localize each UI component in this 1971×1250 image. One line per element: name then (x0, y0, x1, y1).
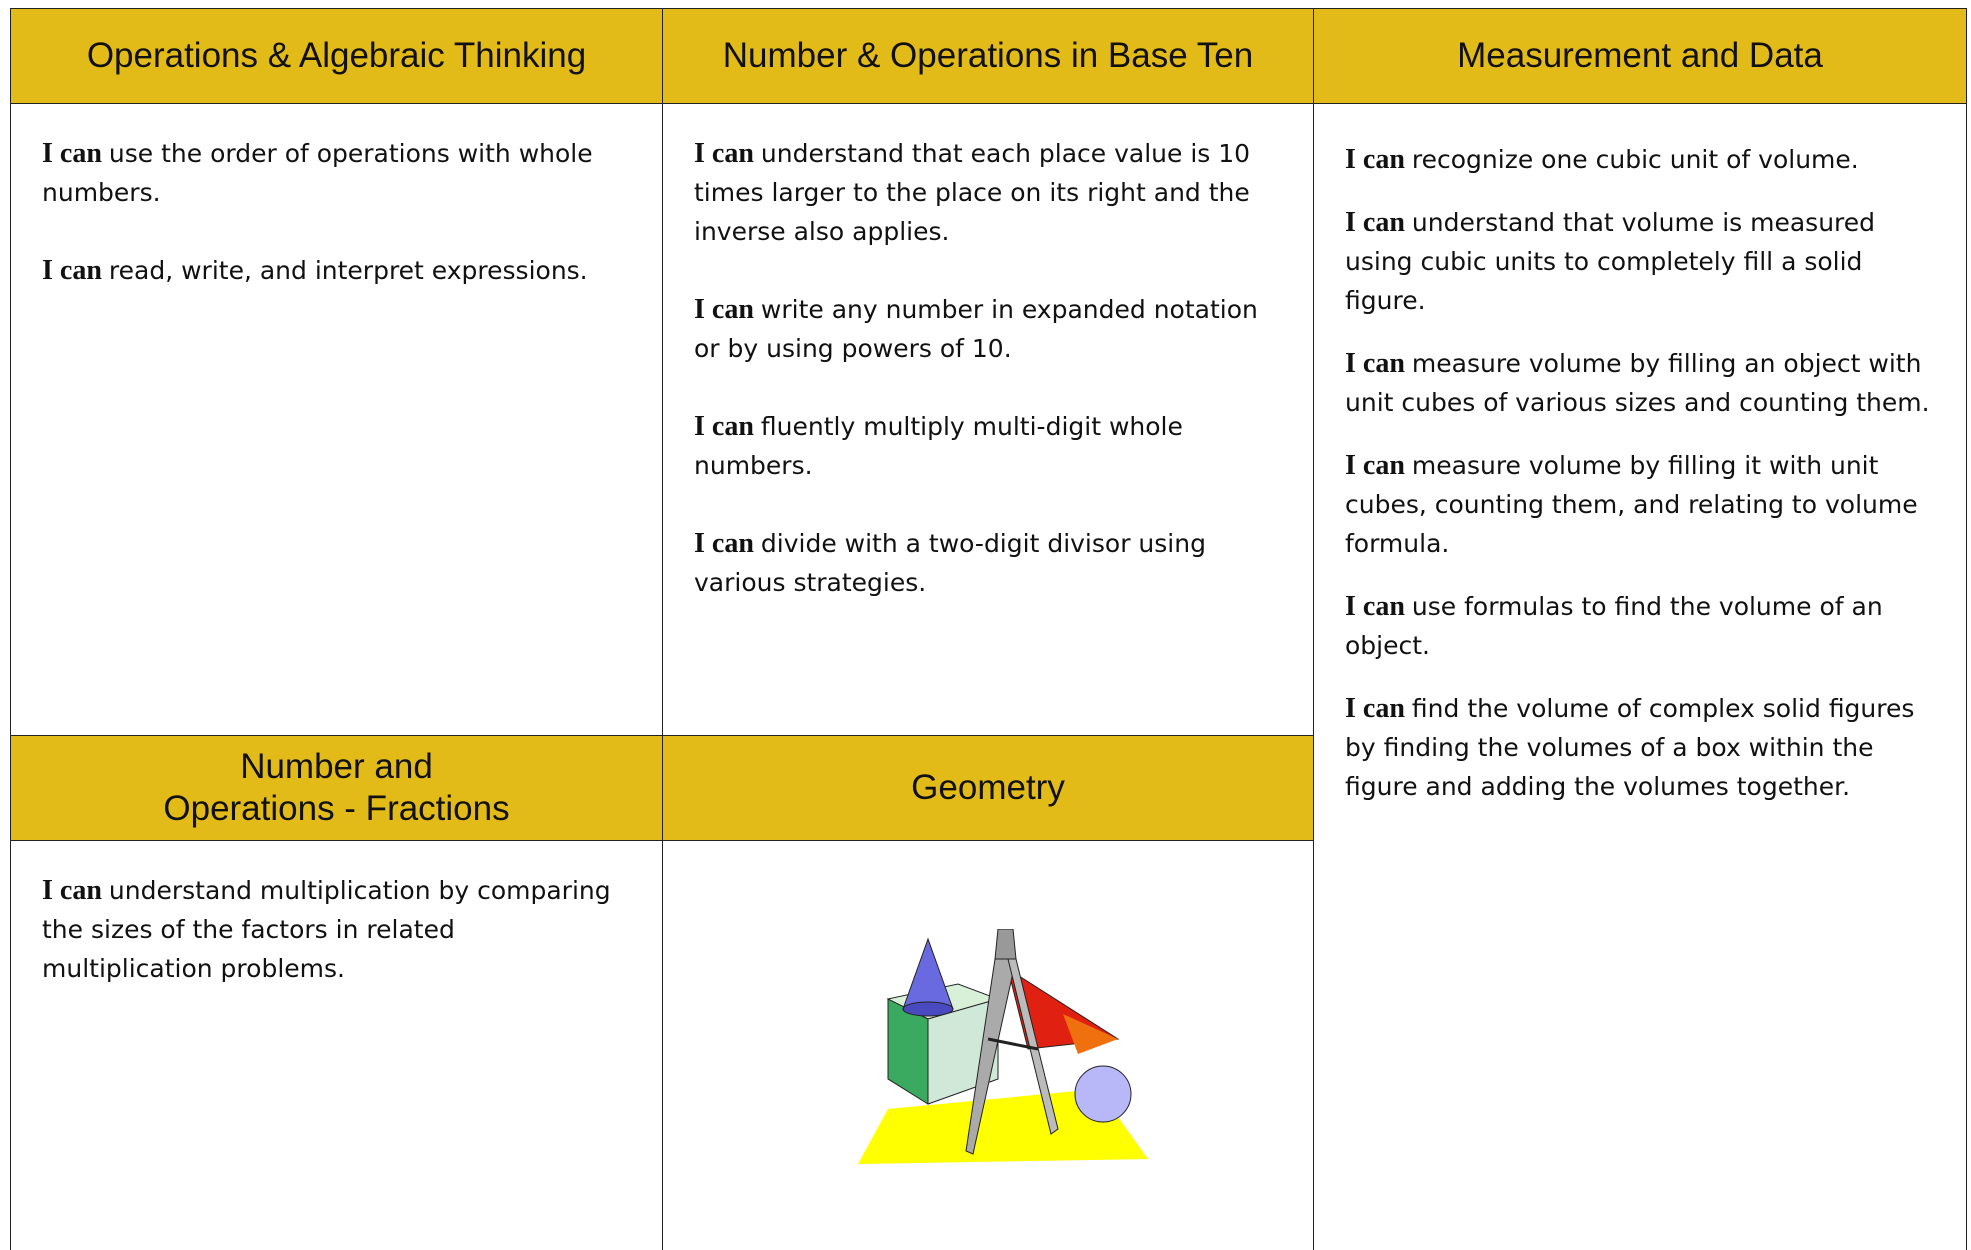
statement: I can use formulas to find the volume of … (1345, 587, 1934, 665)
statement-lead: I can (694, 294, 754, 325)
compass-bar (987, 1037, 1039, 1051)
column-header: Number and Operations - Fractions (10, 735, 663, 841)
statement: I can recognize one cubic unit of volume. (1345, 140, 1934, 179)
statement-lead: I can (694, 411, 754, 442)
statement-text: find the volume of complex solid figures… (1345, 694, 1915, 801)
statement-text: fluently multiply multi-digit whole numb… (694, 412, 1183, 480)
statement-text: measure volume by filling it with unit c… (1345, 451, 1918, 558)
blue-cone (902, 937, 954, 1010)
statement: I can fluently multiply multi-digit whole… (694, 407, 1281, 485)
column-header: Number & Operations in Base Ten (662, 8, 1314, 104)
statement-text: recognize one cubic unit of volume. (1411, 145, 1859, 174)
statement-text: write any number in expanded notation or… (694, 295, 1258, 363)
statement: I can understand that volume is measured … (1345, 203, 1934, 320)
cell: I can understand multiplication by compar… (10, 840, 663, 1250)
column-header: Geometry (662, 735, 1314, 841)
statement: I can read, write, and interpret expressi… (42, 251, 630, 290)
statement-lead: I can (42, 875, 102, 906)
statement: I can measure volume by filling an object… (1345, 344, 1934, 422)
statement: I can understand multiplication by compar… (42, 871, 630, 988)
statement-text: understand multiplication by comparing t… (42, 876, 611, 983)
statement-lead: I can (1345, 207, 1405, 238)
statement-text: use formulas to find the volume of an ob… (1345, 592, 1883, 660)
cell (662, 840, 1314, 1250)
cell: I can use the order of operations with wh… (10, 103, 663, 736)
yellow-plane (858, 1089, 1148, 1164)
statement: I can understand that each place value is… (694, 134, 1281, 251)
statement: I can use the order of operations with wh… (42, 134, 630, 212)
column-header: Operations & Algebraic Thinking (10, 8, 663, 104)
statement-text: use the order of operations with whole n… (42, 139, 593, 207)
statement-lead: I can (1345, 450, 1405, 481)
statement-lead: I can (42, 255, 102, 286)
pyramid-face (1063, 1014, 1118, 1054)
statement-text: understand that volume is measured using… (1345, 208, 1876, 315)
statement-lead: I can (1345, 591, 1405, 622)
statement: I can measure volume by filling it with u… (1345, 446, 1934, 563)
statement-lead: I can (694, 528, 754, 559)
cell: I can understand that each place value is… (662, 103, 1314, 736)
statement-lead: I can (1345, 693, 1405, 724)
compass-top (994, 929, 1017, 960)
cell: I can recognize one cubic unit of volume.… (1313, 103, 1967, 1250)
geometry-clipart (858, 929, 1148, 1164)
statement-text: read, write, and interpret expressions. (108, 256, 588, 285)
statement: I can write any number in expanded notati… (694, 290, 1281, 368)
statement-lead: I can (1345, 348, 1405, 379)
statement: I can find the volume of complex solid fi… (1345, 689, 1934, 806)
statement-lead: I can (694, 138, 754, 169)
statement-lead: I can (1345, 144, 1405, 175)
statement-lead: I can (42, 138, 102, 169)
column-header: Measurement and Data (1313, 8, 1967, 104)
statement: I can divide with a two-digit divisor usi… (694, 524, 1281, 602)
statement-text: measure volume by filling an object with… (1345, 349, 1930, 417)
statement-text: understand that each place value is 10 t… (694, 139, 1251, 246)
cone-base (902, 1001, 954, 1017)
statement-text: divide with a two-digit divisor using va… (694, 529, 1206, 597)
sphere (1074, 1065, 1132, 1123)
